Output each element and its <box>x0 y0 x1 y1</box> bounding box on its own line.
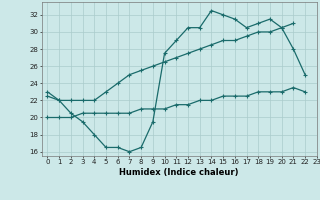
X-axis label: Humidex (Indice chaleur): Humidex (Indice chaleur) <box>119 168 239 177</box>
